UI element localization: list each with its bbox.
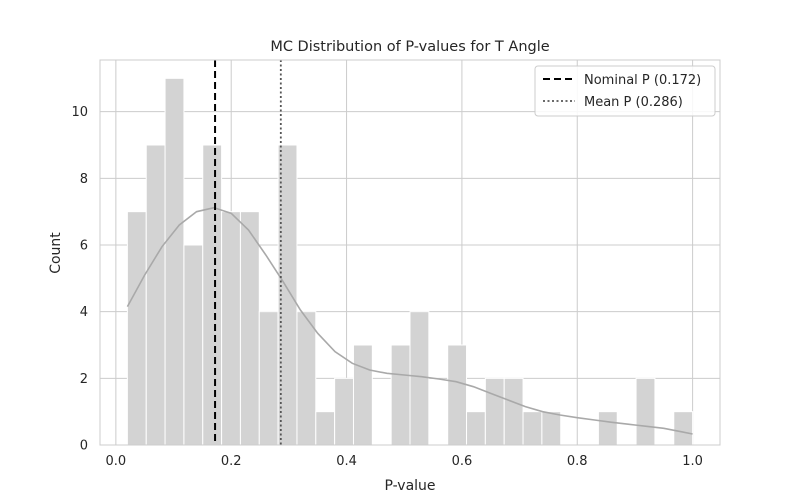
- y-axis-label: Count: [48, 232, 64, 274]
- y-tick-label: 0: [80, 439, 88, 454]
- x-tick-label: 0.8: [567, 454, 588, 469]
- chart-title: MC Distribution of P-values for T Angle: [270, 39, 549, 55]
- kde-curve: [126, 206, 693, 435]
- histogram-bar: [164, 77, 185, 446]
- histogram-bar: [635, 377, 656, 446]
- histogram-bar: [258, 311, 279, 446]
- histogram-bar: [183, 244, 204, 446]
- histogram-bar: [315, 411, 336, 446]
- x-axis-ticks: 0.0 0.2 0.4 0.6 0.8 1.0: [106, 454, 703, 469]
- histogram-bar: [390, 344, 411, 446]
- x-tick-label: 1.0: [682, 454, 703, 469]
- plot-frame: [99, 59, 721, 446]
- histogram-bar: [597, 411, 618, 446]
- y-tick-label: 6: [80, 239, 88, 254]
- legend-box: [534, 65, 716, 117]
- x-tick-label: 0.4: [336, 454, 357, 469]
- x-tick-label: 0.2: [221, 454, 242, 469]
- histogram-bar: [239, 211, 260, 446]
- histogram-bar: [126, 211, 147, 446]
- histogram-bar: [522, 411, 543, 446]
- y-tick-label: 2: [80, 372, 88, 387]
- histogram-bar: [202, 144, 223, 446]
- y-tick-label: 10: [71, 105, 88, 120]
- histogram-bar: [541, 411, 562, 446]
- histogram-bar: [352, 344, 373, 446]
- histogram-bar: [221, 211, 241, 446]
- y-tick-label: 8: [80, 172, 88, 187]
- x-axis-label: P-value: [384, 478, 435, 494]
- x-tick-label: 0.6: [452, 454, 473, 469]
- y-axis-ticks: 0 2 4 6 8 10: [71, 105, 88, 453]
- histogram-bar: [296, 311, 317, 446]
- histogram-bar: [466, 411, 486, 446]
- histogram-bar: [334, 377, 354, 446]
- y-tick-label: 4: [80, 305, 88, 320]
- x-tick-label: 0.0: [106, 454, 127, 469]
- histogram-bar: [447, 344, 468, 446]
- histogram-bar: [673, 411, 694, 446]
- histogram-bar: [145, 144, 166, 446]
- legend-nominal-label: Nominal P (0.172): [584, 73, 701, 88]
- histogram-bar: [409, 311, 430, 446]
- histogram-bars: [126, 77, 694, 446]
- histogram-bar: [503, 377, 524, 446]
- legend: Nominal P (0.172) Mean P (0.286): [534, 65, 716, 117]
- histogram-bar: [484, 377, 505, 446]
- legend-mean-label: Mean P (0.286): [584, 95, 683, 110]
